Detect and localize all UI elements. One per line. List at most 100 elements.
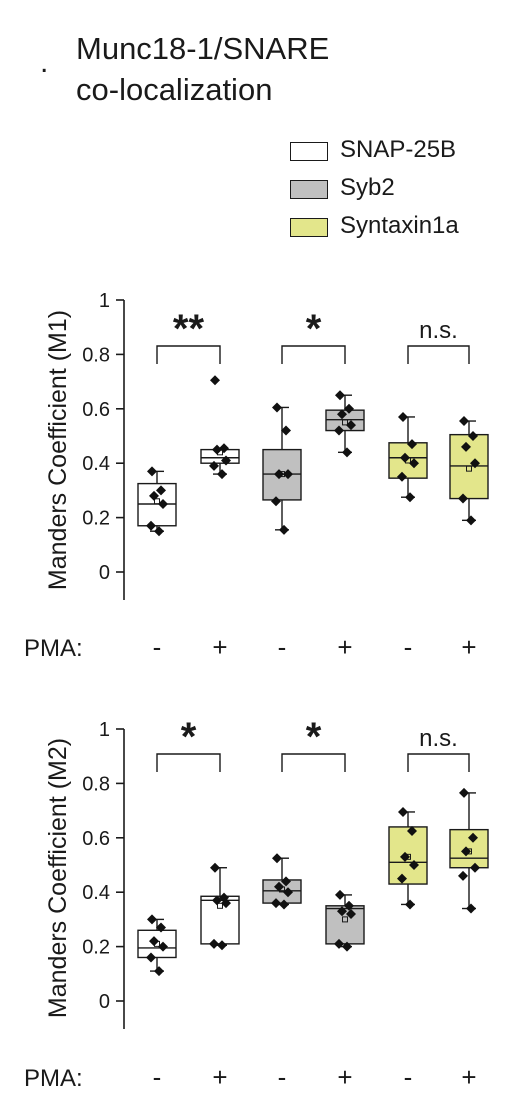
data-point [459,416,469,427]
data-point [458,493,468,504]
y-tick-label: 0.6 [82,399,110,421]
y-tick-label: 1 [99,290,110,312]
box [137,929,177,959]
legend-swatch-snap25b [290,142,328,161]
data-point [346,420,356,431]
data-point [344,900,354,911]
y-tick-label: 0.8 [82,773,110,795]
data-point [397,873,407,884]
data-point [149,490,159,501]
data-point [210,862,220,873]
data-point [466,903,476,914]
data-point [407,439,417,450]
mean-marker [342,419,348,426]
data-point [461,846,471,857]
y-tick-label: 0.4 [82,882,110,904]
significance-bracket [156,345,221,364]
legend-label-syntaxin1a: Syntaxin1a [340,212,459,239]
mean-marker [342,916,348,923]
significance-bracket [407,753,470,772]
data-point [154,966,164,977]
data-point [274,469,284,480]
box-group-5 [388,806,428,910]
legend-label-snap25b: SNAP-25B [340,136,457,163]
box [388,442,428,479]
data-point [470,458,480,469]
data-point [334,938,344,949]
significance-label: * [306,715,322,759]
data-point [217,469,227,480]
pma-value: - [278,1062,287,1092]
data-point [146,520,156,531]
y-tick-label: 0.8 [82,344,110,366]
data-point [212,444,222,455]
mean-marker [466,465,472,472]
data-point [342,447,352,458]
significance-label: * [181,715,197,759]
data-point [337,409,347,420]
significance-label: n.s. [419,725,458,752]
data-point [459,787,469,798]
data-point [409,458,419,469]
mean-marker [154,498,160,505]
data-point [156,485,166,496]
data-point [149,936,159,947]
pma-value: - [153,632,162,662]
data-point [283,887,293,898]
box-group-2 [200,375,240,480]
title-line-2: co-localization [76,72,273,107]
data-point [468,832,478,843]
box-group-6 [449,416,489,526]
y-tick-label: 0 [99,991,110,1013]
data-point [209,938,219,949]
pma-value: + [337,632,352,662]
data-point [281,876,291,887]
data-point [271,898,281,909]
significance-bracket [156,753,221,772]
pma-value: + [212,632,227,662]
data-point [147,466,157,477]
data-point [335,390,345,401]
data-point [470,862,480,873]
data-point [146,952,156,963]
data-point [158,499,168,509]
box-group-1 [137,466,177,537]
data-point [272,853,282,864]
pma-value: + [212,1062,227,1092]
panel-letter: . [40,46,49,79]
significance-bracket [281,345,346,364]
data-point [405,899,415,910]
box [200,448,240,464]
box-group-2 [200,862,240,951]
data-point [461,441,471,452]
significance-bracket [407,345,470,364]
box-group-4 [325,390,365,458]
data-point [156,922,166,933]
data-point [154,526,164,537]
data-point [221,898,231,909]
pma-value: - [404,1062,413,1092]
y-tick-label: 0.2 [82,937,110,959]
data-point [147,914,157,925]
legend-swatch-syntaxin1a [290,218,328,237]
data-point [398,806,408,817]
data-point [344,403,354,414]
legend-swatch-syb2 [290,180,328,199]
box-group-6 [449,787,489,914]
figure-title: Munc18-1/SNARE co-localization [76,28,329,110]
data-point [335,889,345,900]
y-axis-label: Manders Coefficient (M1) [44,310,72,590]
data-point [272,402,282,413]
data-point [274,881,284,892]
data-point [210,375,220,386]
data-point [279,524,289,535]
box-group-3 [262,853,302,910]
box [200,895,240,945]
box-group-5 [388,411,428,503]
data-point [334,425,344,436]
box-group-3 [262,402,302,535]
y-tick-label: 0 [99,562,110,584]
data-point [466,515,476,526]
